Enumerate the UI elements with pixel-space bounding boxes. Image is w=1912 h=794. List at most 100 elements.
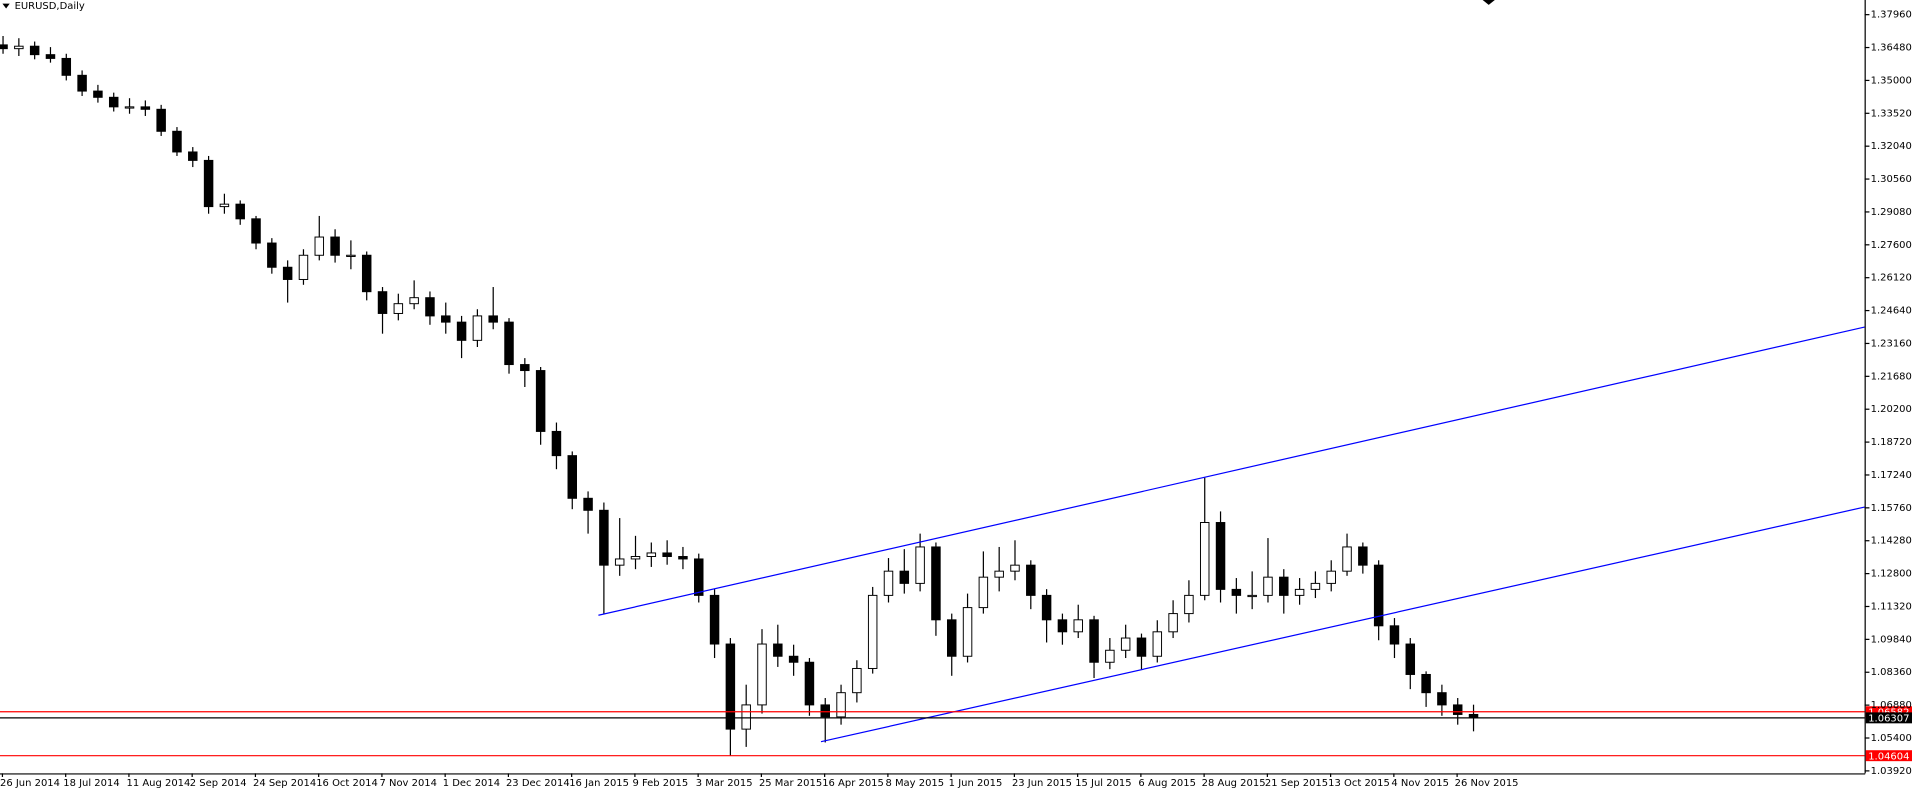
candle-body	[1152, 631, 1163, 657]
y-tick-label: 1.24640	[1871, 306, 1912, 317]
candle-body	[1105, 649, 1115, 663]
price-level-label: 1.06307	[1868, 713, 1909, 724]
candle-body	[1263, 576, 1273, 596]
y-tick-label: 1.18720	[1871, 437, 1912, 448]
y-tick-label: 1.36480	[1871, 43, 1912, 54]
y-tick-label: 1.14280	[1871, 536, 1912, 547]
candle-body	[156, 108, 166, 132]
candle-body	[298, 254, 309, 280]
y-tick-label: 1.03920	[1871, 766, 1912, 777]
lower-trend-line	[820, 506, 1865, 743]
y-tick-label: 1.05400	[1871, 733, 1912, 744]
candle-body	[1405, 643, 1416, 675]
candle-body	[1389, 625, 1400, 645]
x-tick-label: 16 Apr 2015	[822, 778, 884, 789]
symbol-menu-arrow[interactable]	[2, 3, 10, 9]
y-tick-label: 1.27600	[1871, 240, 1912, 251]
price-level-box	[1865, 712, 1912, 724]
candle-body	[1168, 613, 1178, 633]
candle-body	[1199, 522, 1210, 596]
candle-body	[773, 643, 783, 657]
candle-body	[899, 570, 910, 584]
candle-body	[1342, 546, 1352, 572]
candle-body	[172, 130, 182, 153]
y-tick-label: 1.21680	[1871, 371, 1912, 382]
candle-body	[77, 74, 87, 92]
candle-body	[978, 576, 989, 609]
candle-body	[330, 236, 340, 256]
x-tick-label: 6 Aug 2015	[1138, 778, 1196, 789]
candle-body	[599, 509, 609, 566]
candle-body	[124, 106, 135, 109]
candle-body	[1010, 564, 1020, 572]
candle-body	[488, 315, 498, 323]
candles	[0, 35, 1479, 756]
candle-body	[804, 661, 815, 706]
candle-body	[1089, 619, 1099, 663]
x-tick-label: 18 Jul 2014	[63, 778, 119, 789]
candle-body	[1231, 588, 1242, 596]
x-tick-label: 26 Nov 2015	[1455, 778, 1519, 789]
candle-body	[1294, 588, 1305, 596]
candle-body	[567, 455, 578, 499]
candle-body	[757, 643, 767, 706]
y-tick-label: 1.08360	[1871, 667, 1912, 678]
x-tick-label: 23 Dec 2014	[506, 778, 570, 789]
y-tick-label: 1.17240	[1871, 470, 1912, 481]
candle-body	[820, 704, 830, 718]
price-level-box	[1865, 706, 1912, 718]
x-tick-label: 1 Jun 2015	[949, 778, 1003, 789]
y-tick-label: 1.12800	[1871, 569, 1912, 580]
candle-body	[931, 546, 941, 621]
candle-body	[614, 558, 625, 566]
y-tick-label: 1.37960	[1871, 10, 1912, 21]
candle-body	[45, 54, 56, 59]
candle-body	[1073, 619, 1083, 633]
candle-body	[61, 57, 72, 76]
candle-body	[867, 594, 878, 669]
candle-body	[1247, 594, 1257, 598]
candle-body	[314, 236, 325, 256]
x-tick-label: 24 Sep 2014	[253, 778, 316, 789]
x-tick-label: 16 Jan 2015	[569, 778, 629, 789]
x-tick-label: 4 Nov 2015	[1391, 778, 1449, 789]
candle-body	[946, 619, 957, 657]
x-tick-label: 11 Aug 2014	[126, 778, 190, 789]
candle-body	[915, 546, 925, 584]
candle-body	[1373, 564, 1384, 627]
candle-body	[630, 556, 641, 560]
candle-body	[852, 667, 862, 694]
candle-body	[1326, 570, 1336, 584]
candle-body	[504, 321, 514, 366]
candle-body	[1215, 522, 1226, 590]
candle-body	[1279, 576, 1289, 596]
period-marker	[1482, 0, 1495, 5]
y-tick-label: 1.33520	[1871, 108, 1912, 119]
candle-body	[219, 203, 230, 208]
x-tick-label: 26 Jun 2014	[0, 778, 60, 789]
upper-trend-line	[598, 326, 1865, 616]
candle-body	[0, 44, 8, 50]
x-tick-label: 23 Jun 2015	[1012, 778, 1072, 789]
candle-body	[1136, 637, 1147, 657]
candle-body	[282, 266, 293, 280]
candle-body	[741, 704, 751, 730]
x-tick-label: 16 Oct 2014	[316, 778, 378, 789]
candle-body	[1452, 704, 1463, 715]
x-tick-label: 15 Jul 2015	[1075, 778, 1131, 789]
candle-body	[1041, 594, 1052, 621]
candle-body	[678, 556, 688, 560]
candle-body	[409, 297, 419, 305]
chart-title: EURUSD,Daily	[15, 1, 85, 12]
x-tick-label: 1 Dec 2014	[443, 778, 500, 789]
price-level-box	[1865, 750, 1912, 762]
y-tick-label: 1.26120	[1871, 273, 1912, 284]
x-tick-label: 21 Sep 2015	[1265, 778, 1328, 789]
y-tick-label: 1.15760	[1871, 503, 1912, 514]
candle-body	[140, 106, 151, 110]
candle-body	[1310, 582, 1321, 590]
candle-body	[108, 96, 119, 108]
candle-body	[267, 242, 277, 268]
